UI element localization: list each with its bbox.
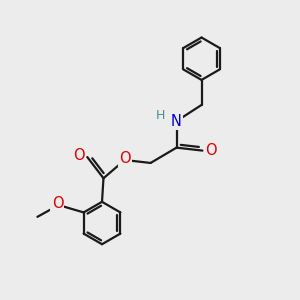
- Text: O: O: [205, 143, 217, 158]
- Text: H: H: [156, 109, 165, 122]
- Text: N: N: [171, 114, 182, 129]
- Text: O: O: [52, 196, 63, 211]
- Text: O: O: [119, 151, 130, 166]
- Text: O: O: [73, 148, 85, 163]
